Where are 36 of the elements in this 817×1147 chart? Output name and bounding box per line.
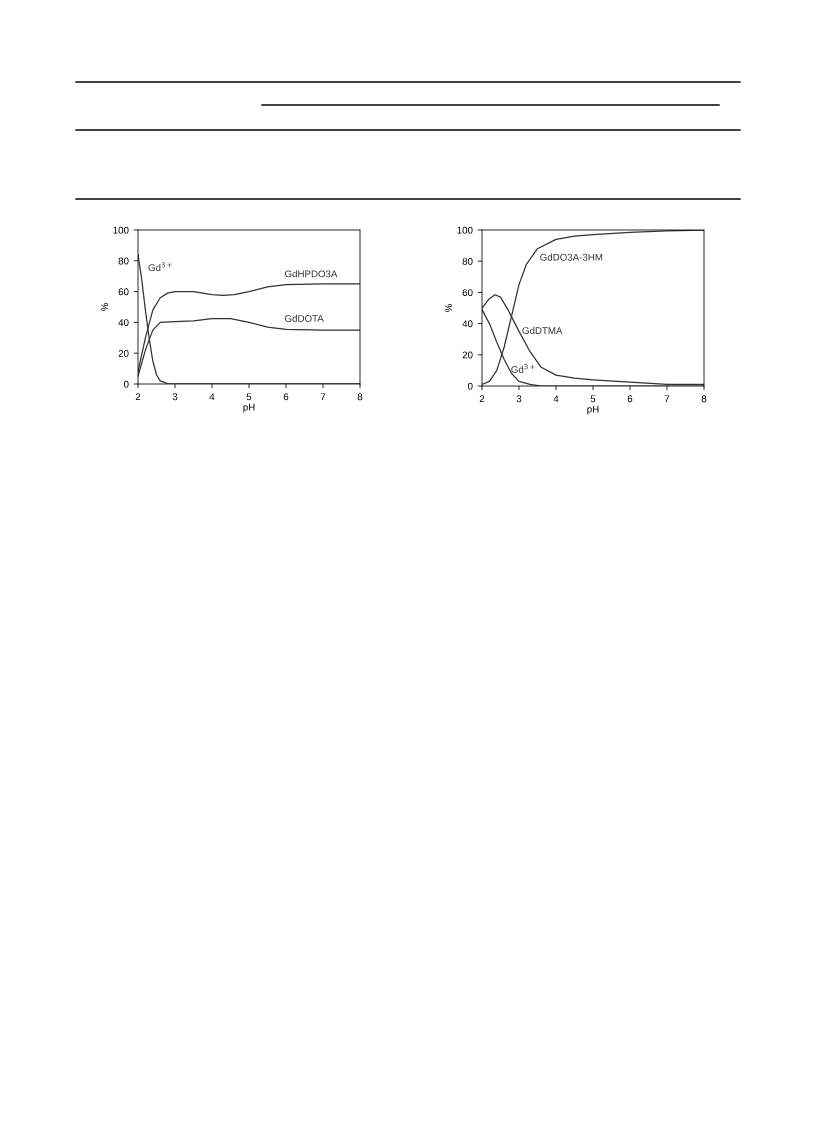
y-tick-label: 40 [118,319,129,327]
series-label: GdDOTA [285,314,324,322]
x-tick-label: 5 [246,393,252,401]
y-axis-title: % [445,304,453,312]
y-tick-label: 60 [462,289,473,297]
x-tick-label: 3 [516,395,522,403]
x-tick-label: 7 [320,393,326,401]
y-axis-title: % [101,303,109,311]
y-tick-label: 20 [118,349,129,357]
x-tick-label: 3 [172,393,178,401]
x-tick-label: 5 [590,395,596,403]
y-tick-label: 20 [462,351,473,359]
y-tick-label: 100 [457,226,473,234]
x-tick-label: 4 [553,395,559,403]
y-tick-label: 40 [462,320,473,328]
series-label: Gd$^{3+}$ [148,262,172,272]
x-tick-label: 2 [135,393,141,401]
y-tick-label: 80 [462,257,473,265]
x-tick-label: 8 [357,393,363,401]
series-label: GdDO3A-3HM [540,253,603,261]
x-tick-label: 8 [701,395,707,403]
series-label: Gd$^{3+}$ [511,364,535,373]
y-tick-label: 100 [113,226,129,234]
series-label: GdHPDO3A [285,270,338,278]
y-tick-label: 60 [118,288,129,296]
y-tick-label: 0 [123,380,129,388]
x-tick-label: 7 [664,395,670,403]
x-tick-label: 6 [283,393,289,401]
series-label: GdDTMA [522,326,563,335]
x-tick-label: 6 [627,395,633,403]
x-axis-title: pH [587,405,599,415]
y-tick-label: 80 [118,257,129,265]
y-tick-label: 0 [467,382,473,390]
x-axis-title: pH [243,403,255,413]
x-tick-label: 4 [209,393,215,401]
x-tick-label: 2 [479,395,485,403]
